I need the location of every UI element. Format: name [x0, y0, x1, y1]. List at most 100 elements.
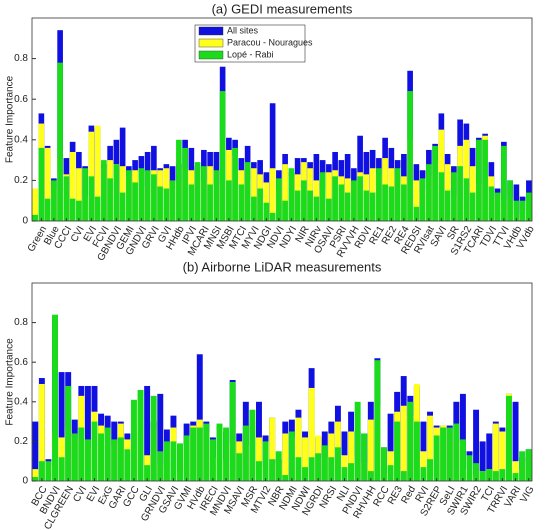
- bar: [57, 62, 63, 221]
- bar: [157, 186, 163, 221]
- bar: [387, 413, 394, 481]
- bar: [157, 451, 164, 481]
- bar: [361, 433, 368, 481]
- bar: [238, 184, 245, 221]
- bar: [307, 190, 313, 221]
- legend-swatch: [198, 38, 224, 48]
- bar: [44, 147, 51, 221]
- bar: [144, 465, 151, 481]
- bar: [388, 186, 395, 221]
- bar: [269, 417, 276, 481]
- legend-label: Lopé - Rabi: [227, 49, 274, 59]
- bar: [196, 427, 203, 481]
- bar: [82, 168, 88, 221]
- bar: [282, 200, 288, 221]
- bar: [338, 184, 345, 221]
- bar: [194, 162, 201, 221]
- bar: [334, 447, 341, 481]
- bar: [69, 198, 76, 221]
- bar: [32, 214, 38, 221]
- bar: [446, 427, 453, 481]
- y-tick-label: 0.4: [14, 134, 28, 145]
- bar: [232, 147, 238, 221]
- bar: [236, 453, 243, 481]
- y-tick-label: 0.6: [14, 357, 28, 368]
- bar: [78, 427, 85, 481]
- bar: [344, 192, 351, 221]
- plot-frame: [31, 282, 533, 482]
- bar: [32, 421, 39, 481]
- bar: [473, 409, 480, 481]
- bar: [326, 198, 332, 221]
- bar: [51, 180, 57, 221]
- bar: [88, 176, 95, 221]
- bar: [413, 206, 420, 221]
- y-tick-label: 0.8: [14, 53, 28, 64]
- bar: [138, 168, 145, 221]
- y-tick-label: 0.6: [14, 94, 28, 105]
- bar: [196, 354, 203, 481]
- bar: [295, 417, 302, 481]
- bar: [176, 139, 182, 221]
- y-axis-label: Feature Importance: [5, 338, 16, 426]
- bar: [507, 180, 513, 221]
- bar: [506, 395, 512, 481]
- bar: [229, 382, 236, 481]
- y-tick-label: 0: [22, 476, 28, 487]
- bar: [413, 180, 420, 221]
- bar: [469, 192, 476, 221]
- bar: [512, 473, 519, 481]
- bar: [256, 461, 262, 481]
- bar: [144, 170, 151, 221]
- bar: [512, 401, 519, 481]
- bar: [479, 471, 486, 481]
- bar: [492, 423, 499, 481]
- bar: [137, 389, 144, 481]
- bar: [223, 427, 230, 481]
- bar: [302, 437, 308, 481]
- chart-title: (a) GEDI measurements: [212, 1, 353, 16]
- legend-swatch: [198, 50, 224, 60]
- bar: [457, 166, 463, 221]
- bar: [501, 145, 507, 221]
- bar: [251, 168, 257, 221]
- bar: [124, 449, 131, 481]
- bar: [183, 435, 190, 481]
- bar: [209, 439, 216, 481]
- bar: [301, 180, 307, 221]
- y-tick-label: 0.8: [14, 317, 28, 328]
- bar: [459, 439, 466, 481]
- bar: [420, 451, 427, 481]
- bar: [84, 385, 91, 481]
- bar: [63, 176, 70, 221]
- bar: [526, 192, 532, 221]
- bar: [348, 463, 355, 481]
- bar: [32, 188, 38, 221]
- bar: [302, 467, 308, 481]
- bar: [101, 160, 107, 221]
- bar: [104, 427, 111, 481]
- bar: [269, 168, 276, 221]
- bar: [419, 178, 426, 221]
- bar: [32, 477, 39, 481]
- bar: [400, 405, 407, 481]
- bar: [251, 196, 257, 221]
- bar: [282, 164, 288, 221]
- bar: [401, 184, 407, 221]
- bar: [119, 192, 126, 221]
- bar: [499, 469, 506, 481]
- bar: [354, 401, 361, 481]
- bar: [157, 393, 164, 481]
- bar: [426, 164, 432, 221]
- bar: [219, 91, 226, 221]
- bar: [58, 457, 65, 481]
- bar: [131, 399, 137, 481]
- bar: [332, 176, 338, 221]
- bar: [341, 467, 348, 481]
- bar: [84, 439, 91, 481]
- bar: [38, 147, 45, 221]
- bar: [363, 190, 370, 221]
- bar: [94, 196, 101, 221]
- bar: [182, 147, 188, 221]
